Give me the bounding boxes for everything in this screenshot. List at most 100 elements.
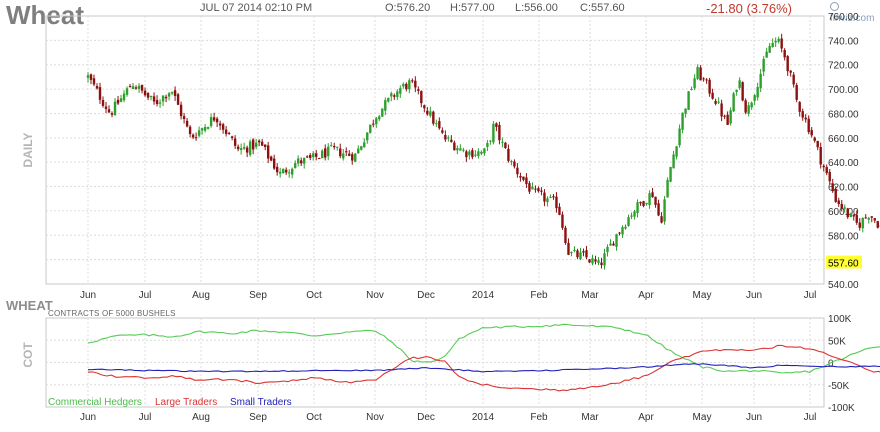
cot-y-tick-label: 0 — [828, 359, 834, 370]
candle-body — [312, 153, 315, 158]
candle-body — [209, 117, 213, 127]
candle-body — [447, 137, 450, 139]
candle-body — [648, 193, 651, 206]
cot-y-tick-label: 50K — [828, 336, 846, 347]
candle-body — [221, 124, 225, 130]
candle-body — [636, 202, 639, 213]
candle-body — [287, 172, 291, 174]
candle-body — [654, 196, 657, 205]
candle-body — [426, 110, 429, 115]
candle-body — [720, 103, 723, 117]
candle-body — [360, 146, 363, 150]
candle-body — [324, 148, 327, 158]
price-x-tick-label: Jul — [139, 290, 152, 301]
candle-body — [738, 80, 741, 88]
candle-body — [792, 74, 795, 85]
candle-body — [690, 88, 693, 90]
candle-body — [594, 259, 597, 262]
candle-body — [711, 92, 714, 99]
candle-body — [843, 207, 846, 209]
candle-body — [768, 45, 771, 53]
candle-body — [384, 100, 387, 111]
candle-body — [549, 196, 552, 198]
candle-body — [828, 171, 831, 182]
cot-subtitle: CONTRACTS OF 5000 BUSHELS — [48, 309, 176, 318]
candle-body — [717, 101, 720, 103]
candle-body — [696, 67, 699, 79]
candle-body — [477, 151, 480, 157]
candle-body — [345, 151, 348, 153]
cot-y-tick-label: -100K — [828, 403, 855, 414]
price-x-tick-label: Jun — [80, 290, 96, 301]
candle-body — [858, 222, 861, 228]
candle-body — [537, 188, 540, 192]
candle-body — [239, 148, 243, 151]
candle-body — [164, 96, 168, 99]
candle-body — [864, 217, 867, 219]
cot-x-tick-label: Jun — [746, 412, 762, 423]
candle-body — [777, 38, 780, 42]
candle-body — [804, 117, 807, 120]
commercial-hedgers-line — [87, 323, 880, 374]
cot-y-tick-label: 100K — [828, 314, 852, 325]
last-price-tag — [826, 255, 862, 269]
candle-body — [756, 87, 759, 98]
price-y-tick-label: 620.00 — [828, 183, 859, 194]
candle-body — [786, 56, 789, 72]
candle-body — [705, 79, 708, 81]
candle-body — [399, 88, 402, 94]
candle-body — [281, 168, 285, 174]
price-panel-frame — [45, 15, 825, 285]
candle-body — [402, 84, 405, 87]
candle-body — [726, 114, 729, 125]
candle-body — [531, 186, 534, 190]
candle-body — [263, 144, 267, 147]
candle-body — [321, 150, 324, 159]
candle-body — [372, 123, 375, 125]
cot-section-title: WHEAT — [6, 298, 53, 313]
candle-body — [810, 130, 813, 136]
candle-body — [876, 221, 879, 228]
candle-body — [206, 127, 210, 129]
candle-body — [621, 227, 624, 235]
candle-body — [495, 123, 498, 127]
candle-body — [669, 166, 672, 182]
candle-body — [663, 199, 666, 222]
candle-body — [140, 84, 144, 91]
candle-body — [837, 200, 840, 205]
candle-body — [564, 227, 567, 244]
price-y-tick-label: 700.00 — [828, 85, 859, 96]
candle-body — [417, 89, 420, 91]
candle-body — [504, 142, 507, 149]
candle-body — [561, 214, 564, 228]
candle-body — [582, 251, 585, 253]
candle-body — [110, 113, 114, 115]
price-x-tick-label: Aug — [192, 290, 210, 301]
candle-body — [411, 80, 414, 82]
candle-body — [191, 134, 195, 138]
candle-body — [813, 137, 816, 141]
candle-body — [441, 130, 444, 133]
price-x-tick-label: Jun — [746, 290, 762, 301]
candle-body — [600, 262, 603, 266]
candle-body — [783, 50, 786, 58]
candle-body — [870, 216, 873, 218]
finviz-logo[interactable]: finviz.com — [830, 2, 880, 24]
candle-body — [801, 111, 804, 118]
candle-body — [681, 112, 684, 130]
cot-x-tick-label: Oct — [306, 412, 322, 423]
price-x-tick-label: Sep — [249, 290, 267, 301]
price-y-tick-label: 640.00 — [828, 158, 859, 169]
candle-body — [315, 153, 318, 157]
cot-x-tick-label: Sep — [249, 412, 267, 423]
candle-body — [414, 80, 417, 88]
close-label: C:557.60 — [580, 2, 625, 14]
candle-body — [525, 177, 528, 184]
cot-x-tick-label: May — [693, 412, 712, 423]
candle-body — [588, 259, 591, 263]
large-traders-line — [87, 344, 880, 392]
candle-body — [98, 87, 102, 100]
price-y-tick-label: 660.00 — [828, 134, 859, 145]
cot-x-tick-label: 2014 — [472, 412, 495, 423]
price-x-tick-label: Jul — [804, 290, 817, 301]
